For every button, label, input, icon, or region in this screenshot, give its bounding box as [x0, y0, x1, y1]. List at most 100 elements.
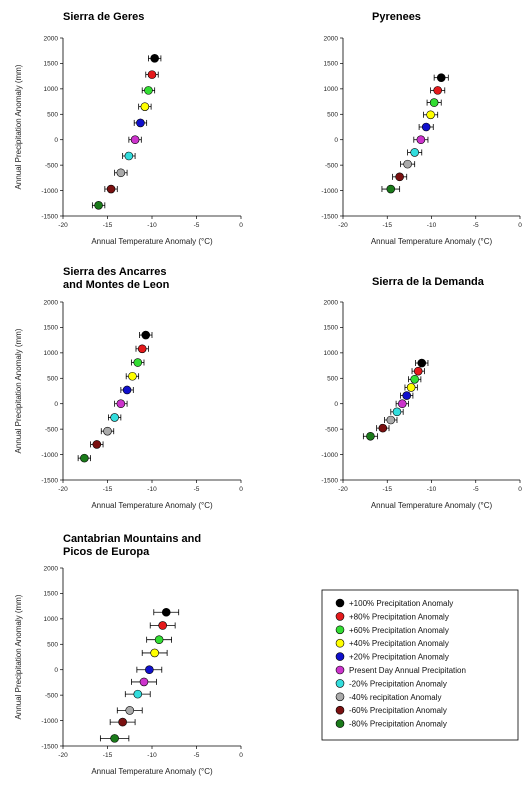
y-tick-label: -500: [325, 162, 338, 169]
data-point: [386, 415, 396, 425]
chart-panel-4: Sierra de la Demanda -1500 -1000 -500 0 500 10…: [321, 276, 522, 510]
data-point: [397, 399, 407, 409]
y-tick-label: 1500: [324, 325, 339, 332]
data-point: [133, 358, 143, 367]
y-tick-label: 2000: [324, 35, 339, 42]
y-tick-label: 2000: [44, 565, 59, 572]
panel-title: Sierra des Ancarres: [63, 266, 167, 278]
x-tick-label: -15: [103, 222, 113, 229]
y-tick-label: 0: [334, 401, 338, 408]
y-tick-label: 0: [54, 137, 58, 144]
data-point: [150, 648, 159, 658]
data-point: [80, 453, 89, 463]
y-tick-label: -1000: [41, 452, 58, 459]
y-tick-label: -1500: [321, 477, 338, 484]
data-point: [116, 399, 126, 409]
data-point: [429, 98, 439, 107]
y-tick-label: 1000: [44, 616, 59, 623]
data-point: [378, 423, 388, 433]
data-point: [103, 426, 112, 436]
legend-label: +20% Precipitation Anomaly: [349, 653, 449, 662]
x-tick-label: -20: [58, 486, 68, 493]
y-tick-label: 2000: [324, 299, 339, 306]
data-point: [110, 413, 119, 422]
y-axis-label: Annual Precipitation Anomaly (mm): [14, 328, 23, 453]
data-point: [92, 440, 102, 449]
y-tick-label: 1000: [324, 86, 339, 93]
data-point: [406, 383, 416, 392]
x-tick-label: -10: [147, 222, 157, 229]
data-point: [94, 201, 103, 210]
data-point: [410, 148, 419, 157]
y-tick-label: 1500: [44, 61, 59, 68]
data-point: [125, 706, 135, 715]
y-tick-label: 500: [47, 112, 58, 119]
panel-title: Pyrenees: [372, 11, 421, 23]
y-tick-label: -1500: [41, 213, 58, 220]
x-axis-label: Annual Temperature Anomaly (°C): [91, 767, 213, 776]
y-tick-label: 500: [327, 112, 338, 119]
y-tick-label: 500: [47, 376, 58, 383]
y-tick-label: -1000: [321, 188, 338, 195]
x-tick-label: 0: [518, 222, 522, 229]
y-tick-label: -1500: [41, 743, 58, 750]
data-point: [417, 358, 427, 368]
x-tick-label: -20: [338, 486, 348, 493]
data-point: [128, 371, 137, 381]
x-axis-label: Annual Temperature Anomaly (°C): [91, 501, 213, 510]
legend-label: +80% Precipitation Anomaly: [349, 612, 449, 621]
x-axis-label: Annual Temperature Anomaly (°C): [371, 237, 493, 246]
data-point: [124, 151, 134, 161]
x-tick-label: -15: [383, 222, 393, 229]
y-tick-label: 500: [47, 642, 58, 649]
data-point: [116, 168, 126, 178]
x-tick-label: 0: [239, 752, 243, 759]
legend-marker: [335, 638, 345, 648]
y-tick-label: -1500: [321, 213, 338, 220]
y-tick-label: 0: [54, 667, 58, 674]
data-point: [421, 122, 431, 132]
panel-title: Picos de Europa: [63, 546, 150, 558]
data-point: [395, 172, 404, 182]
y-tick-label: -1500: [41, 477, 58, 484]
data-point: [158, 621, 167, 630]
legend-label: -40% recipitation Anomaly: [349, 693, 442, 702]
legend-marker: [335, 692, 345, 702]
x-tick-label: -20: [58, 222, 68, 229]
data-point: [154, 635, 164, 645]
data-point: [130, 135, 140, 145]
panel-title: Sierra de la Demanda: [372, 276, 485, 288]
x-tick-label: -20: [58, 752, 68, 759]
x-tick-label: -20: [338, 222, 348, 229]
y-tick-label: 1000: [324, 350, 339, 357]
y-tick-label: -1000: [321, 452, 338, 459]
legend-marker: [335, 612, 345, 621]
legend-label: -80% Precipitation Anomaly: [349, 720, 447, 729]
data-point: [133, 689, 143, 699]
data-point: [413, 366, 423, 376]
data-point: [366, 431, 375, 441]
y-tick-label: 1000: [44, 350, 59, 357]
data-point: [433, 86, 442, 95]
data-point: [386, 184, 396, 194]
x-tick-label: -15: [383, 486, 393, 493]
x-axis-label: Annual Temperature Anomaly (°C): [371, 501, 493, 510]
y-axis-label: Annual Precipitation Anomaly (mm): [14, 594, 23, 719]
x-tick-label: -10: [147, 486, 157, 493]
data-point: [403, 159, 412, 169]
legend: +100% Precipitation Anomaly +80% Precipit…: [321, 589, 519, 741]
y-tick-label: 1500: [44, 325, 59, 332]
legend-label: -20% Precipitation Anomaly: [349, 679, 447, 688]
x-tick-label: 0: [518, 486, 522, 493]
legend-label: Present Day Annual Precipitation: [349, 666, 466, 675]
x-tick-label: 0: [239, 222, 243, 229]
y-tick-label: -500: [45, 162, 58, 169]
data-point: [426, 110, 435, 120]
y-tick-label: -1000: [41, 718, 58, 725]
data-point: [139, 677, 149, 687]
x-tick-label: -15: [103, 486, 113, 493]
panel-title: and Montes de Leon: [63, 279, 170, 291]
data-point: [410, 375, 419, 384]
legend-label: +100% Precipitation Anomaly: [349, 599, 453, 608]
